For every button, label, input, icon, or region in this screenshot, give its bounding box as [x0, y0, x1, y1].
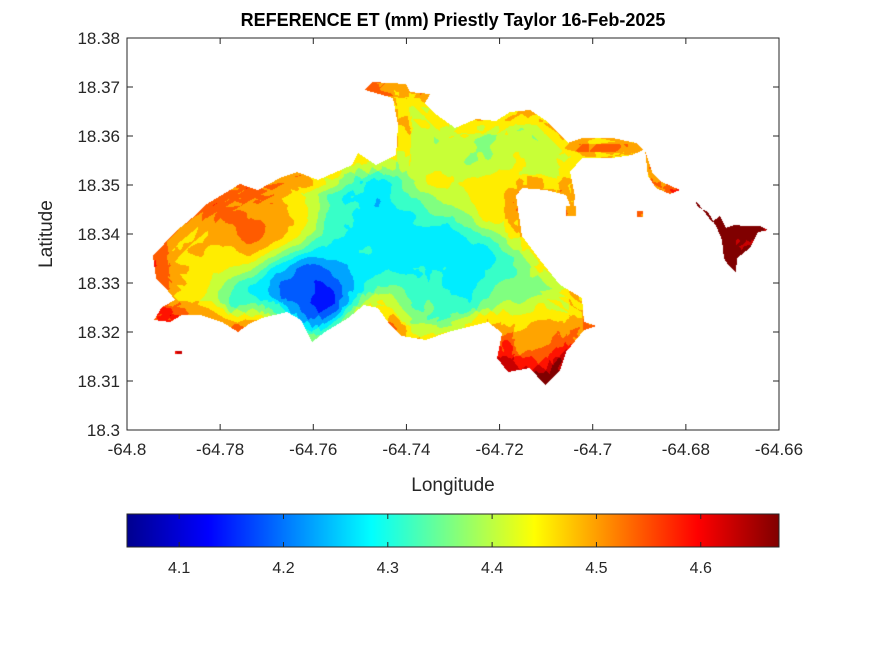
x-axis-label: Longitude — [411, 475, 494, 496]
y-axis: 18.3 18.31 18.32 18.33 18.34 18.35 18.36 18.37 1… — [77, 29, 779, 440]
y-tick-label: 18.34 — [77, 225, 120, 244]
y-tick-label: 18.33 — [77, 274, 120, 293]
y-tick-label: 18.38 — [77, 29, 120, 48]
y-tick-label: 18.35 — [77, 176, 120, 195]
x-axis: -64.8 -64.78 -64.76 -64.74 -64.72 -64.7 -64.68… — [108, 38, 803, 459]
colorbar: 4.1 4.2 4.3 4.4 4.5 4.6 — [126, 513, 780, 577]
x-tick-label: -64.7 — [573, 440, 612, 459]
y-tick-label: 18.31 — [77, 372, 120, 391]
x-tick-label: -64.68 — [662, 440, 710, 459]
y-tick-label: 18.36 — [77, 127, 120, 146]
x-tick-label: -64.66 — [755, 440, 803, 459]
x-tick-label: -64.78 — [196, 440, 244, 459]
x-tick-label: -64.8 — [108, 440, 147, 459]
chart-title: REFERENCE ET (mm) Priestly Taylor 16-Feb… — [241, 10, 666, 30]
colorbar-tick-label: 4.3 — [377, 560, 399, 577]
x-tick-label: -64.74 — [382, 440, 430, 459]
x-tick-label: -64.76 — [289, 440, 337, 459]
colorbar-tick-label: 4.5 — [585, 560, 607, 577]
colorbar-gradient — [126, 513, 780, 548]
colorbar-tick-label: 4.2 — [272, 560, 294, 577]
y-axis-label: Latitude — [36, 200, 57, 268]
y-tick-label: 18.37 — [77, 78, 120, 97]
colorbar-tick-label: 4.1 — [168, 560, 190, 577]
et-heatmap — [127, 38, 779, 430]
x-tick-label: -64.72 — [475, 440, 523, 459]
plot-area: -64.8 -64.78 -64.76 -64.74 -64.72 -64.7 -64.68… — [77, 29, 803, 459]
colorbar-tick-label: 4.6 — [690, 560, 712, 577]
colorbar-ticks: 4.1 4.2 4.3 4.4 4.5 4.6 — [168, 514, 712, 577]
colorbar-tick-label: 4.4 — [481, 560, 503, 577]
y-tick-label: 18.3 — [87, 421, 120, 440]
y-tick-label: 18.32 — [77, 323, 120, 342]
